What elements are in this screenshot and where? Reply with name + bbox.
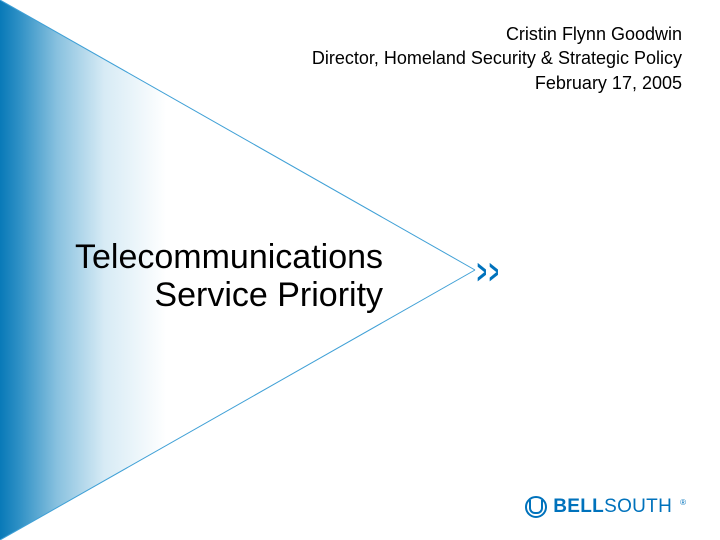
slide: Cristin Flynn Goodwin Director, Homeland… (0, 0, 720, 540)
chevrons-icon: >> (477, 256, 500, 290)
brand-regular: SOUTH (604, 496, 672, 518)
title-line-1: Telecommunications (75, 238, 383, 276)
slide-title: Telecommunications Service Priority (75, 238, 383, 314)
bell-circle-icon (525, 496, 547, 518)
presenter-title: Director, Homeland Security & Strategic … (312, 46, 682, 70)
brand-wordmark: BELLSOUTH (553, 496, 672, 518)
registered-mark: ® (680, 498, 686, 507)
brand-bold: BELL (553, 496, 604, 518)
chevron-right-icon: > (489, 253, 495, 292)
header-block: Cristin Flynn Goodwin Director, Homeland… (312, 22, 682, 95)
presentation-date: February 17, 2005 (312, 71, 682, 95)
brand-logo: BELLSOUTH ® (525, 496, 686, 518)
presenter-name: Cristin Flynn Goodwin (312, 22, 682, 46)
chevron-right-icon: > (477, 253, 483, 292)
title-line-2: Service Priority (75, 276, 383, 314)
